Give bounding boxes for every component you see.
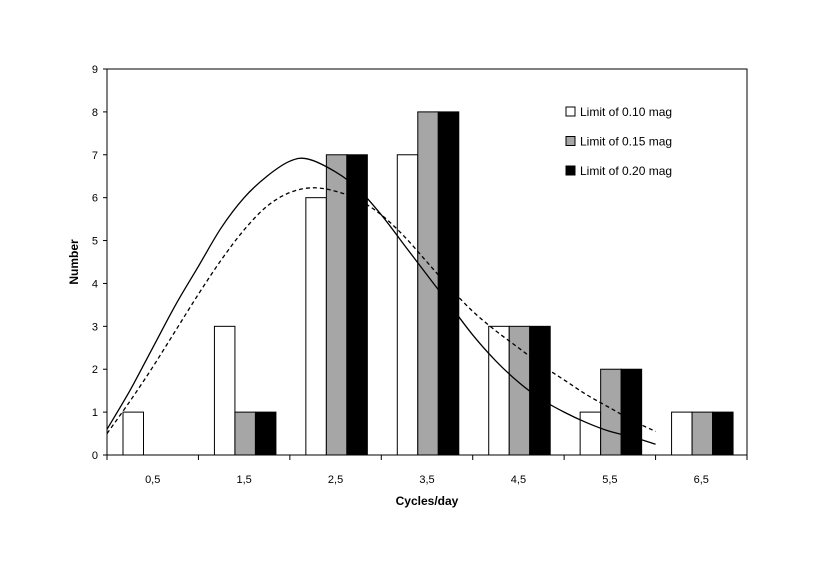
bar-3-3-5 [437,111,460,456]
legend-swatch-2 [565,136,576,146]
bar-2-3-5 [417,111,439,456]
x-tick-label: 1,5 [236,474,251,486]
x-tick-label: 5,5 [602,474,617,486]
bar-1-1-5 [213,325,236,456]
x-tick-label: 3,5 [419,474,434,486]
legend-label-1: Limit of 0.10 mag [580,105,672,119]
curve-fit-dashed [106,187,656,434]
legend-label-2: Limit of 0.15 mag [580,135,672,149]
bar-3-4-5 [529,325,551,456]
x-tick-label: 4,5 [511,474,526,486]
y-tick-label: 7 [92,150,98,162]
bar-1-0-5 [122,411,144,456]
bar-1-6-5 [671,411,693,456]
bar-3-6-5 [712,411,734,456]
x-tick-label: 6,5 [694,474,709,486]
curve-fit-solid [106,157,656,445]
y-tick-label: 3 [92,321,98,333]
legend-swatch-1 [565,106,576,117]
y-tick-label: 0 [92,450,98,462]
y-tick-label: 1 [92,407,98,419]
y-tick-label: 4 [92,278,98,290]
bar-3-1-5 [254,411,277,456]
bar-2-2-5 [325,154,348,456]
bar-3-5-5 [620,368,643,456]
bar-1-3-5 [396,154,419,456]
bar-3-2-5 [346,154,368,456]
bar-1-5-5 [579,411,602,456]
x-tick-label: 0,5 [145,474,160,486]
y-axis-title: Number [67,239,81,285]
legend-swatch-3 [565,165,576,176]
bar-1-2-5 [305,197,327,456]
bar-2-1-5 [234,411,256,456]
y-tick-label: 6 [92,193,98,205]
x-tick-label: 2,5 [328,474,343,486]
legend-label-3: Limit of 0.20 mag [580,164,672,178]
y-tick-label: 9 [92,64,98,76]
y-tick-label: 2 [92,364,98,376]
legend: Limit of 0.10 mag Limit of 0.15 mag Limit … [565,105,672,178]
bar-2-4-5 [508,325,531,456]
bar-1-4-5 [488,325,510,456]
bar-2-6-5 [691,411,714,456]
x-axis-title: Cycles/day [396,494,459,508]
y-tick-label: 8 [92,107,98,119]
y-tick-label: 5 [92,236,98,248]
